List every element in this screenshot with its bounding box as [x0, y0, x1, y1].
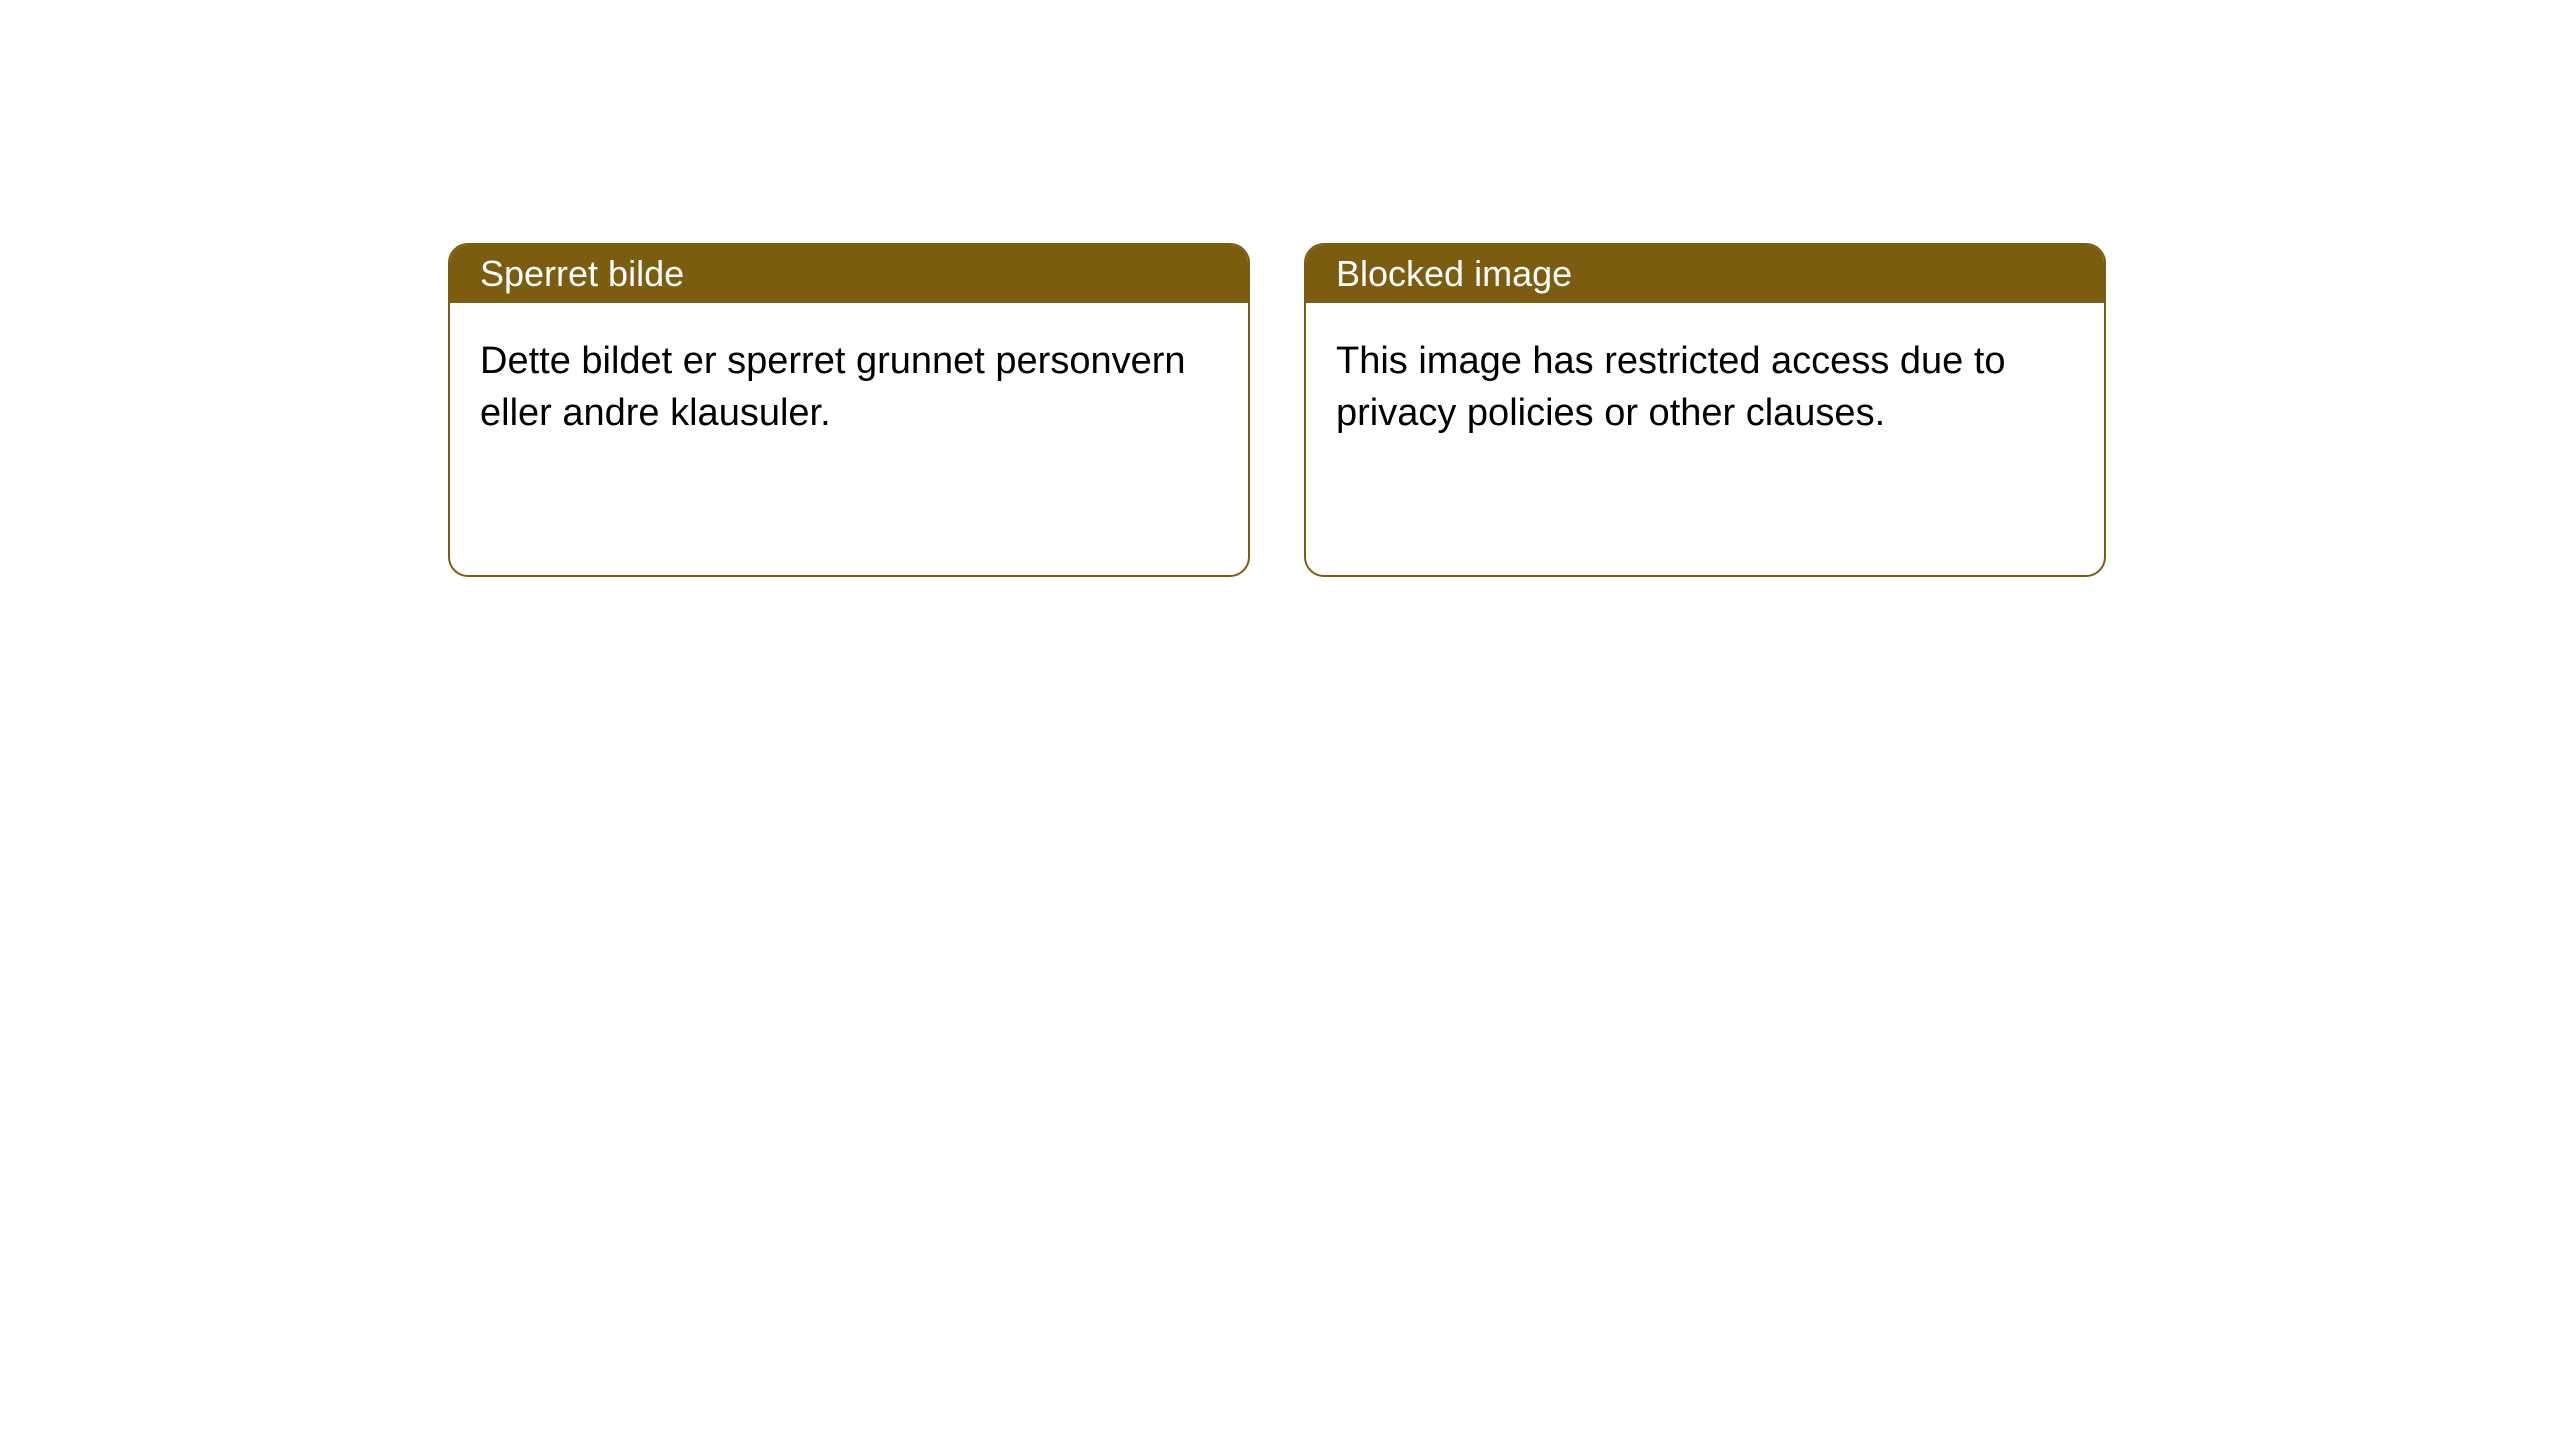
panel-title-no: Sperret bilde [480, 253, 684, 295]
panel-body-no: Dette bildet er sperret grunnet personve… [450, 303, 1248, 575]
panel-title-en: Blocked image [1336, 253, 1572, 295]
panel-row: Sperret bilde Dette bildet er sperret gr… [448, 243, 2106, 577]
panel-body-text-no: Dette bildet er sperret grunnet personve… [480, 340, 1186, 434]
panel-body-text-en: This image has restricted access due to … [1336, 340, 2006, 434]
blocked-image-panel-no: Sperret bilde Dette bildet er sperret gr… [448, 243, 1250, 577]
panel-header-no: Sperret bilde [450, 245, 1248, 303]
panel-body-en: This image has restricted access due to … [1306, 303, 2104, 575]
stage: Sperret bilde Dette bildet er sperret gr… [0, 0, 2560, 1440]
panel-header-en: Blocked image [1306, 245, 2104, 303]
blocked-image-panel-en: Blocked image This image has restricted … [1304, 243, 2106, 577]
